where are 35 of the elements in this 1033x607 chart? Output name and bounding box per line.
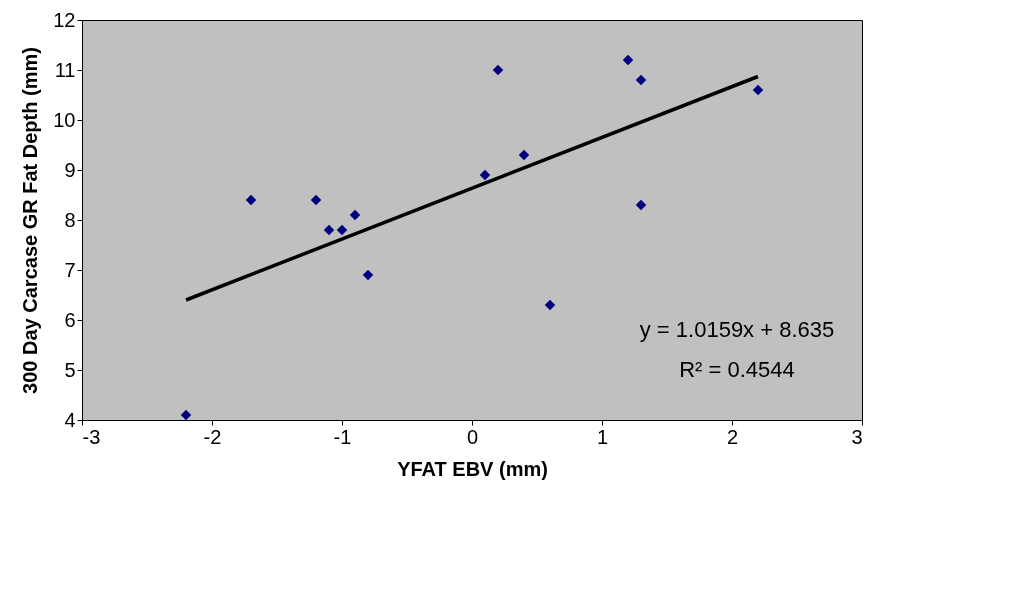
y-tick-label: 11 bbox=[54, 58, 76, 81]
x-tick-label: 0 bbox=[466, 425, 479, 448]
y-tick-label: 12 bbox=[53, 8, 76, 31]
point bbox=[323, 224, 335, 236]
y-tick-label: 6 bbox=[64, 308, 76, 331]
y-tick-label: 9 bbox=[64, 158, 76, 181]
annotation: R² = 0.4544 bbox=[679, 357, 795, 382]
point bbox=[245, 194, 257, 206]
point bbox=[362, 269, 374, 281]
x-tick-label: -1 bbox=[333, 425, 352, 448]
y-tick-label: 10 bbox=[53, 108, 76, 131]
y-tick-label: 8 bbox=[64, 208, 76, 231]
x-tick-label: -3 bbox=[82, 425, 101, 448]
point bbox=[336, 224, 348, 236]
point bbox=[180, 409, 192, 421]
point bbox=[518, 149, 530, 161]
y-axis-title: 300 Day Carcase GR Fat Depth (mm) bbox=[19, 47, 42, 394]
y-tick-label: 5 bbox=[64, 358, 76, 381]
y-tick-label: 7 bbox=[64, 258, 76, 281]
point bbox=[635, 74, 647, 86]
point bbox=[635, 199, 647, 211]
point bbox=[479, 169, 491, 181]
x-tick-label: 2 bbox=[726, 425, 739, 448]
point bbox=[349, 209, 361, 221]
x-tick-label: -2 bbox=[203, 425, 222, 448]
point bbox=[752, 84, 764, 96]
x-tick-label: 3 bbox=[851, 425, 863, 448]
x-axis-title: YFAT EBV (mm) bbox=[397, 457, 548, 480]
point bbox=[492, 64, 504, 76]
point bbox=[622, 54, 634, 66]
point bbox=[310, 194, 322, 206]
x-tick-label: 1 bbox=[596, 425, 609, 448]
point bbox=[544, 299, 556, 311]
annotation: y = 1.0159x + 8.635 bbox=[639, 317, 835, 342]
y-tick-label: 4 bbox=[64, 408, 76, 431]
